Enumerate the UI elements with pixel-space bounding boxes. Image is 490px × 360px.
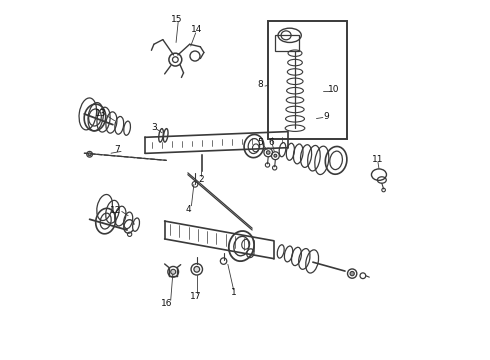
Text: 14: 14	[191, 26, 202, 35]
Circle shape	[350, 271, 354, 276]
Text: 8: 8	[257, 80, 263, 89]
Circle shape	[171, 269, 176, 274]
Text: 11: 11	[372, 155, 384, 164]
Text: 3: 3	[151, 123, 157, 132]
Circle shape	[88, 153, 91, 156]
Circle shape	[194, 266, 199, 272]
Text: 15: 15	[171, 15, 182, 24]
Text: 7: 7	[115, 145, 121, 154]
Text: 17: 17	[190, 292, 201, 301]
Text: 2: 2	[198, 175, 204, 184]
Bar	[268, 21, 347, 139]
Bar	[275, 35, 298, 51]
Text: 6: 6	[268, 138, 274, 147]
Circle shape	[274, 154, 277, 157]
Text: 16: 16	[161, 299, 173, 308]
Text: 13: 13	[95, 109, 106, 118]
Text: 4: 4	[186, 205, 192, 214]
Text: 9: 9	[323, 112, 329, 121]
Text: 5: 5	[257, 138, 263, 147]
Text: 1: 1	[231, 288, 237, 297]
Text: 10: 10	[327, 85, 339, 94]
Circle shape	[267, 151, 270, 154]
Text: 12: 12	[110, 206, 122, 215]
